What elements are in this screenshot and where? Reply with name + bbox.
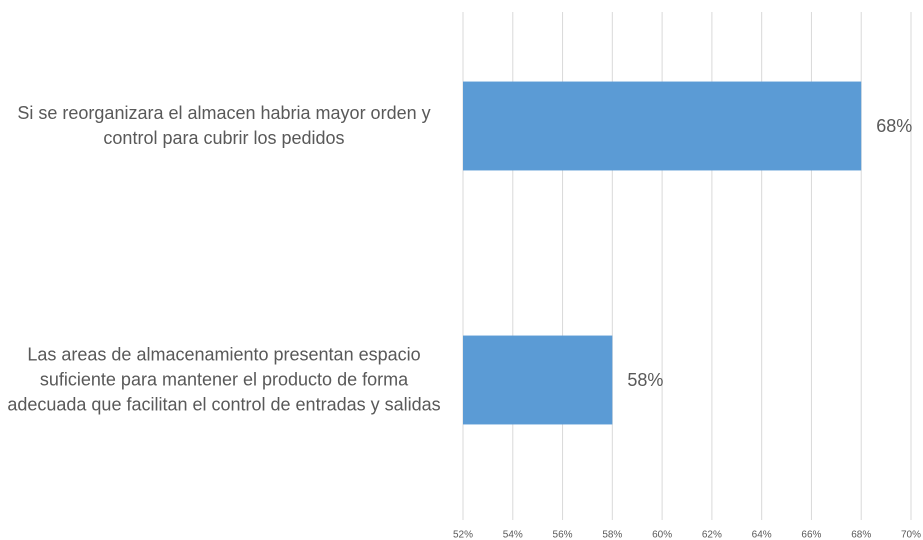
y-tick-label: Las areas de almacenamiento presentan es… — [7, 344, 441, 415]
x-tick-label: 56% — [553, 530, 573, 540]
x-tick-label: 60% — [652, 530, 672, 540]
y-tick-label: Si se reorganizara el almacen habria may… — [17, 103, 431, 148]
x-tick-label: 66% — [801, 530, 821, 540]
bar — [463, 335, 613, 425]
x-tick-label: 70% — [901, 530, 921, 540]
x-tick-label: 62% — [702, 530, 722, 540]
x-tick-label: 54% — [503, 530, 523, 540]
x-tick-label: 64% — [752, 530, 772, 540]
data-label: 58% — [627, 370, 663, 390]
data-label: 68% — [876, 116, 912, 136]
bar — [463, 81, 862, 171]
x-tick-label: 68% — [851, 530, 871, 540]
x-tick-label: 52% — [453, 530, 473, 540]
x-tick-label: 58% — [602, 530, 622, 540]
